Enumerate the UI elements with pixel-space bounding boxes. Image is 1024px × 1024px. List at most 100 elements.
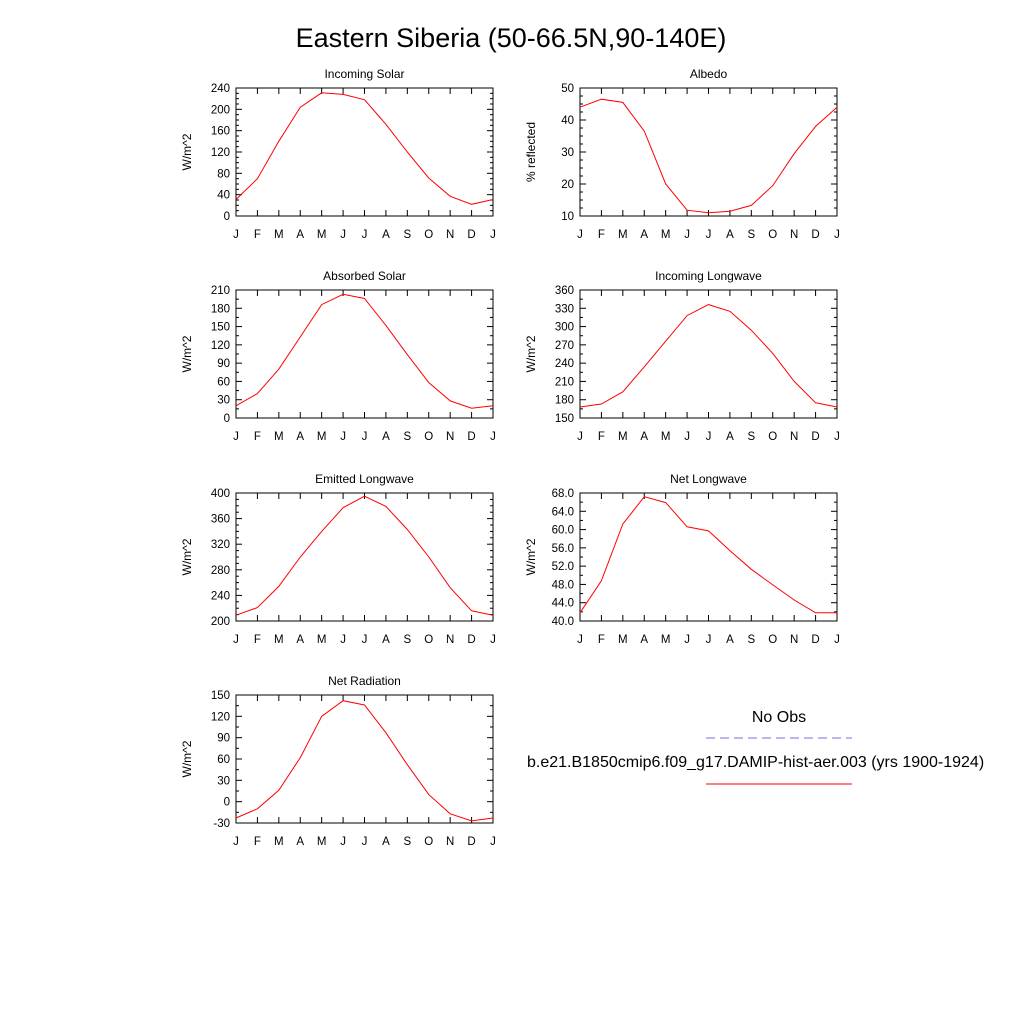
panel-absorbed-solar: Absorbed Solar W/m^2 0 30 60 90 120 150 180 210 J F… (180, 269, 496, 443)
y-tick-label: 40 (217, 190, 230, 202)
series-line (235, 92, 494, 205)
x-tick-label: M (274, 634, 284, 646)
panel-incoming-longwave: Incoming Longwave W/m^2 150 180 210 240 270 300… (524, 269, 840, 443)
x-tick-label: J (362, 634, 368, 646)
x-tick-label: F (598, 229, 605, 241)
series-line (235, 495, 494, 616)
y-tick-label: 60 (217, 376, 230, 388)
x-tick-label: J (684, 431, 690, 443)
x-tick-label: A (726, 431, 734, 443)
legend-obs-label: No Obs (752, 709, 806, 726)
plot-frame (579, 289, 838, 419)
y-tick-label: 360 (211, 514, 230, 526)
legend: No Obs b.e21.B1850cmip6.f09_g17.DAMIP-hi… (527, 709, 984, 785)
x-tick-label: A (382, 229, 390, 241)
panel-title: Incoming Longwave (655, 269, 762, 283)
y-axis-label: W/m^2 (180, 133, 194, 170)
x-tick-label: O (768, 634, 777, 646)
y-tick-label: 150 (211, 690, 230, 702)
x-tick-label: J (233, 634, 239, 646)
x-tick-label: A (640, 634, 648, 646)
x-tick-label: J (684, 634, 690, 646)
x-tick-label: J (706, 634, 712, 646)
y-tick-label: 320 (211, 539, 230, 551)
panel-title: Emitted Longwave (315, 472, 414, 486)
x-tick-label: J (233, 431, 239, 443)
x-tick-label: S (403, 836, 411, 848)
y-axis-label: W/m^2 (180, 740, 194, 777)
x-tick-label: J (834, 229, 840, 241)
x-tick-label: A (382, 431, 390, 443)
x-tick-label: M (661, 431, 671, 443)
x-tick-label: D (811, 431, 819, 443)
y-tick-label: 30 (561, 147, 574, 159)
x-tick-label: D (467, 431, 475, 443)
x-tick-label: J (340, 836, 346, 848)
x-tick-label: A (296, 634, 304, 646)
x-tick-label: D (467, 836, 475, 848)
y-axis-label: W/m^2 (180, 335, 194, 372)
x-tick-label: F (598, 634, 605, 646)
y-tick-label: 64.0 (552, 506, 574, 518)
plot-frame (235, 492, 494, 622)
y-tick-label: 200 (211, 616, 230, 628)
x-tick-label: A (640, 431, 648, 443)
y-tick-label: 20 (561, 179, 574, 191)
x-tick-label: N (446, 634, 454, 646)
y-tick-label: 60.0 (552, 525, 574, 537)
x-tick-label: M (317, 431, 327, 443)
x-tick-label: S (403, 634, 411, 646)
x-tick-label: M (274, 229, 284, 241)
x-tick-label: A (382, 836, 390, 848)
y-tick-label: 200 (211, 104, 230, 116)
x-tick-label: J (577, 634, 583, 646)
y-tick-label: 360 (555, 285, 574, 297)
plot-frame (235, 694, 494, 824)
x-tick-label: J (340, 634, 346, 646)
y-tick-label: 80 (217, 168, 230, 180)
y-tick-label: -30 (213, 818, 230, 830)
y-tick-label: 90 (217, 733, 230, 745)
y-tick-label: 400 (211, 488, 230, 500)
x-tick-label: F (254, 229, 261, 241)
x-tick-label: A (726, 634, 734, 646)
x-tick-label: D (811, 229, 819, 241)
x-tick-label: N (790, 634, 798, 646)
x-tick-label: S (403, 431, 411, 443)
y-tick-label: 40.0 (552, 616, 574, 628)
x-tick-label: M (274, 836, 284, 848)
x-tick-label: O (424, 431, 433, 443)
panel-title: Albedo (690, 67, 728, 81)
x-tick-label: J (490, 431, 496, 443)
y-tick-label: 180 (555, 395, 574, 407)
y-tick-label: 120 (211, 711, 230, 723)
panel-emitted-longwave: Emitted Longwave W/m^2 200 240 280 320 360 400 J… (180, 472, 496, 646)
y-tick-label: 30 (217, 775, 230, 787)
x-tick-label: J (233, 229, 239, 241)
y-tick-label: 0 (224, 413, 230, 425)
panel-net-longwave: Net Longwave W/m^2 40.0 44.0 48.0 52.0 56.0 60.… (524, 472, 840, 646)
series-line (579, 304, 838, 408)
x-tick-label: O (768, 229, 777, 241)
x-tick-label: J (706, 431, 712, 443)
y-axis-label: W/m^2 (524, 335, 538, 372)
y-tick-label: 240 (555, 358, 574, 370)
x-tick-label: J (577, 431, 583, 443)
y-tick-label: 48.0 (552, 579, 574, 591)
y-tick-label: 180 (211, 303, 230, 315)
x-tick-label: A (296, 431, 304, 443)
legend-model-label: b.e21.B1850cmip6.f09_g17.DAMIP-hist-aer.… (527, 754, 984, 771)
x-tick-label: N (790, 229, 798, 241)
y-tick-label: 210 (555, 376, 574, 388)
x-tick-label: F (254, 431, 261, 443)
panel-title: Absorbed Solar (323, 269, 406, 283)
x-tick-label: J (684, 229, 690, 241)
y-tick-label: 90 (217, 358, 230, 370)
y-tick-label: 240 (211, 590, 230, 602)
plot-frame (579, 87, 838, 217)
x-tick-label: D (467, 229, 475, 241)
x-tick-label: S (747, 229, 755, 241)
y-axis-label: W/m^2 (180, 538, 194, 575)
